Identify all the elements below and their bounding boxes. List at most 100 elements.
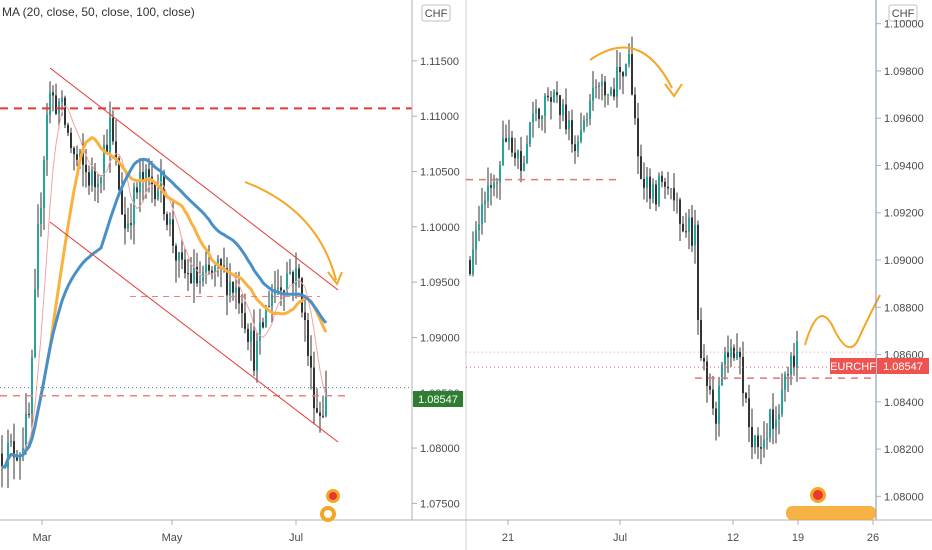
right-chart: CHF 1.080001.082001.084001.086001.088001…: [465, 0, 932, 550]
left-candle-body: [202, 272, 204, 282]
left-candle-body: [166, 214, 168, 225]
right-candle-body: [793, 355, 795, 368]
left-candle-body: [115, 141, 117, 159]
right-x-tick-label: 12: [727, 532, 739, 544]
right-candle-body: [697, 224, 699, 320]
left-candle-body: [280, 287, 282, 291]
left-candle-body: [64, 97, 66, 125]
right-candle-body: [658, 175, 660, 205]
right-candle-body: [550, 97, 552, 102]
right-x-tick-label: 21: [502, 532, 514, 544]
left-candle-body: [226, 268, 228, 296]
right-candle-body: [517, 151, 519, 159]
right-candle-body: [613, 89, 615, 97]
right-candle-body: [688, 217, 690, 232]
left-y-tick-label: 1.11000: [420, 111, 459, 123]
left-candle-body: [13, 441, 15, 458]
left-candle-body: [85, 164, 87, 173]
channel-upper-line: [49, 67, 339, 291]
right-candle-body: [715, 408, 717, 424]
right-candle-body: [505, 138, 507, 142]
right-candle-body: [619, 67, 621, 73]
right-x-axis: 21 Jul 12 19 26: [502, 520, 879, 544]
right-candle-body: [538, 108, 540, 120]
left-chart: MA (20, close, 50, close, 100, close) CH…: [0, 0, 466, 544]
left-candle-body: [25, 413, 27, 448]
left-candle-body: [310, 355, 312, 368]
right-y-tick-label: 1.08200: [884, 444, 924, 456]
right-candle-body: [766, 438, 768, 440]
right-candle-body: [481, 204, 483, 225]
left-x-tick-label: Jul: [289, 532, 303, 544]
right-candle-body: [526, 143, 528, 163]
left-candle-body: [73, 147, 75, 155]
right-currency-label: CHF: [892, 8, 915, 20]
right-candle-body: [784, 374, 786, 390]
right-candle-body: [520, 151, 522, 171]
left-candle-body: [184, 259, 186, 274]
right-candle-body: [529, 122, 531, 144]
right-overlays: [466, 46, 881, 379]
right-candle-body: [694, 224, 696, 246]
left-candle-body: [253, 330, 255, 371]
right-candle-body: [601, 81, 603, 86]
left-candle-body: [307, 320, 309, 356]
right-candle-body: [532, 113, 534, 123]
left-candle-body: [118, 158, 120, 190]
left-candle-body: [43, 160, 45, 208]
left-candle-body: [178, 252, 180, 261]
left-candle-body: [187, 273, 189, 275]
right-candle-body: [604, 81, 606, 96]
right-candle-body: [712, 389, 714, 409]
left-candle-body: [7, 442, 9, 468]
right-candle-body: [775, 419, 777, 429]
left-candle-body: [49, 92, 51, 115]
right-candle-body: [514, 152, 516, 159]
left-candle-body: [169, 219, 171, 225]
left-x-tick-label: May: [162, 532, 183, 544]
left-candle-body: [283, 290, 285, 293]
right-candle-body: [673, 188, 675, 201]
left-candle-body: [262, 322, 264, 328]
left-candle-body: [106, 144, 108, 153]
left-candle-body: [55, 95, 57, 114]
channel-lower-line: [49, 221, 339, 443]
left-candle-body: [22, 447, 24, 456]
top-arrow-head: [664, 83, 683, 98]
right-candle-body: [502, 138, 504, 166]
right-candle-body: [736, 351, 738, 358]
left-candle-body: [229, 282, 231, 296]
left-x-axis: Mar May Jul: [33, 520, 303, 544]
right-candle-body: [598, 85, 600, 87]
left-candle-body: [277, 287, 279, 290]
right-y-tick-label: 1.08000: [884, 491, 924, 503]
right-candle-body: [628, 54, 630, 64]
left-candle-body: [91, 169, 93, 186]
right-candle-body: [577, 141, 579, 152]
right-candle-body: [556, 92, 558, 96]
right-candle-body: [595, 86, 597, 88]
right-y-tick-label: 1.09800: [884, 66, 924, 78]
right-candle-body: [769, 409, 771, 439]
symbol-tag: [830, 358, 876, 374]
left-candle-body: [217, 259, 219, 267]
right-candle-body: [787, 374, 789, 376]
right-y-axis: 1.080001.082001.084001.086001.088001.090…: [876, 19, 924, 503]
left-candle-body: [181, 252, 183, 260]
right-candle-body: [664, 181, 666, 187]
right-candle-body: [751, 427, 753, 448]
left-candle-body: [313, 367, 315, 409]
left-candle-body: [103, 144, 105, 176]
right-candle-body: [727, 352, 729, 358]
right-candle-body: [652, 184, 654, 199]
right-y-tick-label: 1.09600: [884, 113, 924, 125]
right-candle-body: [625, 63, 627, 77]
left-candle-body: [319, 412, 321, 416]
right-candle-body: [508, 137, 510, 142]
right-candles: [469, 36, 798, 465]
right-candle-body: [733, 347, 735, 358]
right-candle-body: [571, 120, 573, 145]
left-y-tick-label: 1.08000: [420, 443, 460, 455]
left-candle-body: [268, 306, 270, 308]
left-candle-body: [289, 272, 291, 274]
